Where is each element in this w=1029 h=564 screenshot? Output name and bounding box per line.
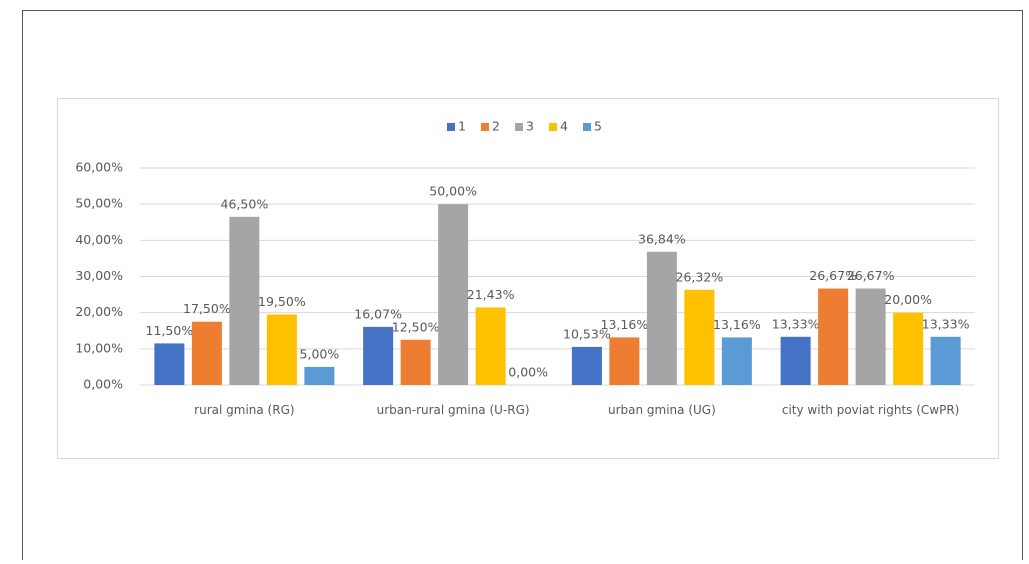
data-label: 0,00% [508, 365, 548, 380]
x-tick-label-box: rural gmina (RG) [194, 403, 295, 417]
bar [191, 321, 222, 385]
bar [609, 337, 640, 385]
data-label: 13,16% [713, 317, 761, 332]
bar [780, 336, 811, 385]
y-tick-label: 30,00% [75, 268, 123, 283]
y-tick-label: 20,00% [75, 304, 123, 319]
legend-label: 2 [492, 119, 500, 134]
data-label: 26,67% [809, 268, 857, 283]
data-label: 26,67% [847, 268, 895, 283]
y-tick-label: 40,00% [75, 232, 123, 247]
data-label: 46,50% [221, 196, 269, 211]
legend-swatch [515, 123, 523, 131]
y-tick-label: 60,00% [75, 160, 123, 175]
bar [229, 216, 260, 385]
data-label: 5,00% [300, 346, 340, 361]
bar [363, 326, 394, 385]
chart-area [57, 98, 999, 459]
legend-swatch [549, 123, 557, 131]
bar [646, 251, 677, 385]
bar [855, 288, 886, 385]
y-tick-label: 0,00% [83, 377, 123, 392]
legend-swatch [481, 123, 489, 131]
legend-label: 4 [560, 119, 568, 134]
bar [930, 336, 961, 385]
bar [438, 204, 469, 385]
bar [400, 339, 431, 385]
data-label: 13,16% [601, 317, 649, 332]
data-label: 36,84% [638, 231, 686, 246]
legend-label: 1 [458, 119, 466, 134]
legend-label: 5 [594, 119, 602, 134]
bar [818, 288, 849, 385]
x-tick-label-box: city with poviat rights (CwPR) [781, 403, 960, 417]
bar [571, 346, 602, 385]
data-label: 50,00% [429, 184, 477, 199]
y-tick-label: 10,00% [75, 340, 123, 355]
data-label: 13,33% [922, 316, 970, 331]
data-label: 10,53% [563, 326, 611, 341]
y-tick-label: 50,00% [75, 196, 123, 211]
bar [304, 366, 335, 385]
x-tick-label: city with poviat rights (CwPR) [781, 403, 960, 417]
frame [22, 10, 1023, 560]
bar [721, 337, 752, 385]
data-label: 16,07% [354, 306, 402, 321]
data-label: 19,50% [258, 294, 306, 309]
data-label: 26,32% [676, 269, 724, 284]
data-label: 11,50% [146, 323, 194, 338]
x-tick-label: urban-rural gmina (U-RG) [376, 403, 530, 417]
legend-swatch [447, 123, 455, 131]
data-label: 21,43% [467, 287, 515, 302]
legend-label: 3 [526, 119, 534, 134]
bar [684, 289, 715, 385]
bar [154, 343, 185, 385]
x-tick-label-box: urban-rural gmina (U-RG) [376, 403, 530, 417]
legend-swatch [583, 123, 591, 131]
data-label: 13,33% [772, 316, 820, 331]
bar [893, 312, 924, 385]
data-label: 20,00% [884, 292, 932, 307]
bar [475, 307, 506, 385]
bar [266, 314, 297, 385]
x-tick-label: urban gmina (UG) [607, 403, 716, 417]
data-label: 17,50% [183, 301, 231, 316]
x-tick-label-box: urban gmina (UG) [607, 403, 716, 417]
data-label: 12,50% [392, 319, 440, 334]
x-tick-label: rural gmina (RG) [194, 403, 295, 417]
